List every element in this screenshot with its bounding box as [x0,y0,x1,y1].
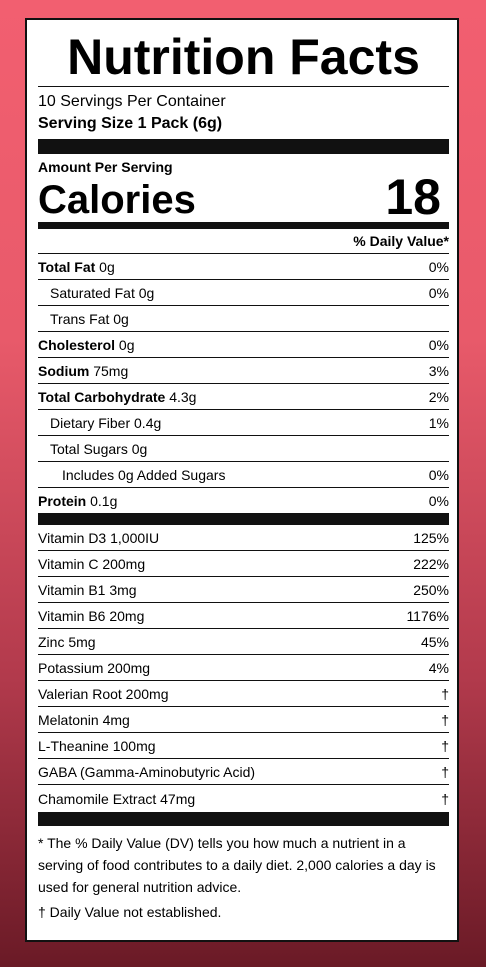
vitamin-row: Zinc 5mg 45% [38,629,449,655]
vitamin-dv: † [441,790,449,807]
vitamin-name: Valerian Root 200mg [38,685,169,702]
vitamin-row: Potassium 200mg 4% [38,655,449,681]
vitamin-row: Vitamin B1 3mg 250% [38,577,449,603]
vitamin-name: Vitamin D3 1,000IU [38,529,160,546]
nutrient-row-protein: Protein 0.1g 0% [38,488,449,513]
nutrient-row-saturated-fat: Saturated Fat 0g 0% [38,280,449,306]
nutrient-dv: 0% [428,492,449,509]
vitamin-name: Potassium 200mg [38,659,151,676]
nutrient-dv: 3% [428,362,449,379]
nutrient-amount: 75mg [89,362,129,379]
vitamin-row: Melatonin 4mg † [38,707,449,733]
nutrient-name: Total Fat [38,258,96,275]
nutrient-row-total-sugars: Total Sugars 0g [38,436,449,462]
nutrient-name: Trans Fat 0g [50,310,129,327]
nutrient-name: Includes 0g Added Sugars [62,466,226,483]
serving-size: Serving Size 1 Pack (6g) [38,115,223,132]
vitamin-name: L-Theanine 100mg [38,737,156,754]
label-title: Nutrition Facts [38,28,449,87]
nutrient-dv: 0% [428,466,449,483]
footnote-dagger: † Daily Value not established. [38,904,222,920]
nutrient-amount: 4.3g [165,388,197,405]
vitamin-name: Zinc 5mg [38,633,96,650]
nutrient-name: Dietary Fiber 0.4g [50,414,162,431]
nutrient-dv: 1% [428,414,449,431]
nutrient-amount: 0g [95,258,115,275]
thick-divider [38,513,449,525]
nutrient-name: Cholesterol [38,336,116,353]
calories-value: 18 [385,169,441,225]
servings-per-container: 10 Servings Per Container [38,93,226,110]
footnote-daily-value: * The % Daily Value (DV) tells you how m… [38,835,436,895]
vitamin-dv: † [441,685,449,702]
nutrient-row-sodium: Sodium 75mg 3% [38,358,449,384]
nutrient-row-total-carbohydrate: Total Carbohydrate 4.3g 2% [38,384,449,410]
vitamin-dv: 222% [413,555,449,572]
calories-row: Calories 18 [38,172,449,222]
vitamin-dv: 45% [420,633,449,650]
vitamin-row: Vitamin D3 1,000IU 125% [38,525,449,551]
vitamin-dv: † [441,711,449,728]
nutrient-name: Sodium [38,362,90,379]
vitamin-name: GABA (Gamma-Aminobutyric Acid) [38,763,256,780]
nutrient-row-total-fat: Total Fat 0g 0% [38,254,449,280]
vitamin-name: Vitamin B6 20mg [38,607,145,624]
vitamin-row: Vitamin C 200mg 222% [38,551,449,577]
nutrient-dv: 2% [428,388,449,405]
thick-divider [38,139,449,154]
vitamin-name: Chamomile Extract 47mg [38,790,196,807]
nutrient-amount: 0g [115,336,135,353]
medium-divider [38,222,449,229]
vitamin-dv: 125% [413,529,449,546]
vitamin-row: Vitamin B6 20mg 1176% [38,603,449,629]
nutrient-row-cholesterol: Cholesterol 0g 0% [38,332,449,358]
nutrition-facts-label: Nutrition Facts 10 Servings Per Containe… [25,18,459,942]
vitamin-dv: † [441,737,449,754]
calories-label: Calories [38,178,196,222]
vitamin-dv: 4% [428,659,449,676]
nutrient-row-trans-fat: Trans Fat 0g [38,306,449,332]
vitamin-name: Vitamin B1 3mg [38,581,137,598]
nutrient-amount: 0.1g [86,492,118,509]
vitamin-row: GABA (Gamma-Aminobutyric Acid) † [38,759,449,785]
vitamin-dv: 1176% [406,607,449,624]
nutrient-name: Saturated Fat 0g [50,284,155,301]
vitamin-name: Melatonin 4mg [38,711,130,728]
nutrient-name: Protein [38,492,87,509]
nutrient-dv: 0% [428,258,449,275]
amount-per-serving: Amount Per Serving [38,159,173,175]
nutrient-row-dietary-fiber: Dietary Fiber 0.4g 1% [38,410,449,436]
nutrient-name: Total Sugars 0g [50,440,148,457]
vitamin-row: L-Theanine 100mg † [38,733,449,759]
vitamin-dv: 250% [413,581,449,598]
nutrient-dv: 0% [428,336,449,353]
vitamin-name: Vitamin C 200mg [38,555,146,572]
vitamin-dv: † [441,763,449,780]
nutrient-name: Total Carbohydrate [38,388,166,405]
daily-value-header: % Daily Value* [38,229,449,254]
nutrient-dv: 0% [428,284,449,301]
vitamin-row: Valerian Root 200mg † [38,681,449,707]
nutrient-row-added-sugars: Includes 0g Added Sugars 0% [38,462,449,488]
vitamin-row: Chamomile Extract 47mg † [38,785,449,812]
thick-divider [38,812,449,826]
